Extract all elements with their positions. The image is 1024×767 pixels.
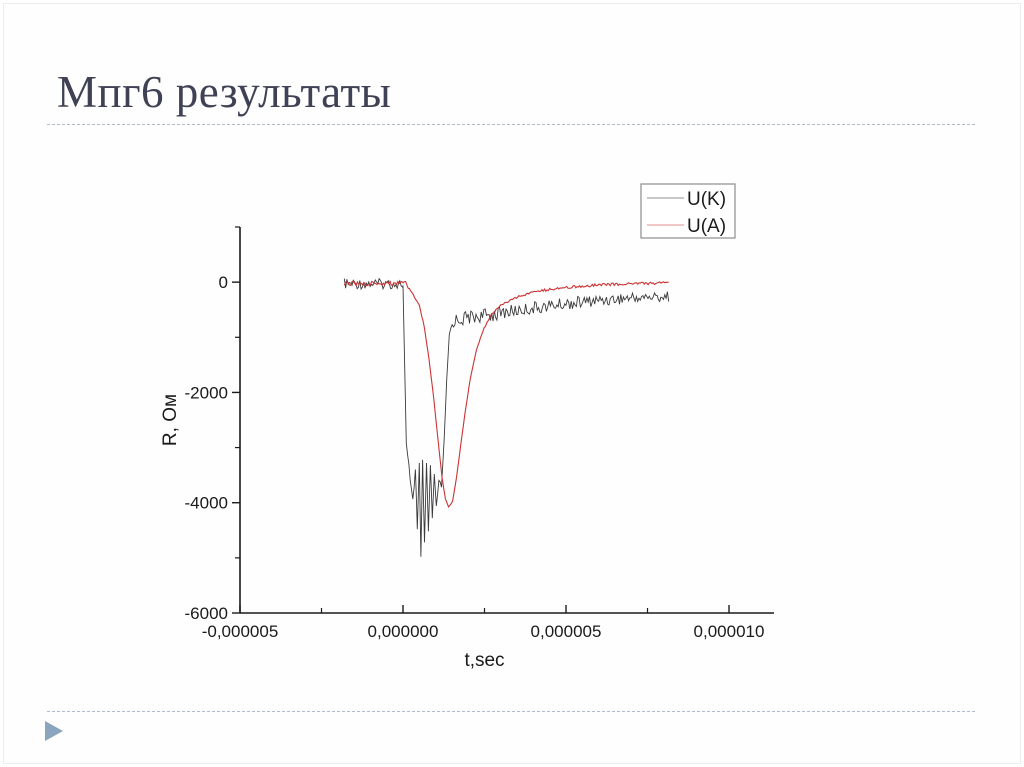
slide-title: Мпг6 результаты [57, 67, 392, 117]
title-divider-dashed-line [47, 124, 975, 125]
series-curve-UA [343, 279, 669, 508]
x-tick-label: 0,000010 [694, 622, 765, 641]
legend-box [640, 183, 736, 239]
legend-label: U(A) [687, 216, 726, 237]
x-tick-label: -0,000005 [202, 622, 279, 641]
x-tick-label: 0,000000 [368, 622, 439, 641]
next-slide-triangle-icon [45, 721, 63, 741]
y-tick-label: 0 [219, 273, 228, 292]
series-curve-UK [343, 277, 670, 557]
x-axis-title: t,sec [464, 650, 504, 671]
legend-label: U(K) [687, 189, 726, 210]
y-tick-label: -4000 [185, 494, 228, 513]
footer-divider-dashed-line [47, 711, 975, 712]
y-tick-label: -2000 [185, 383, 228, 402]
y-tick-label: -6000 [185, 604, 228, 623]
x-tick-label: 0,000005 [531, 622, 602, 641]
slide-border [3, 3, 1021, 764]
y-axis-title: R, Ом [160, 394, 181, 446]
